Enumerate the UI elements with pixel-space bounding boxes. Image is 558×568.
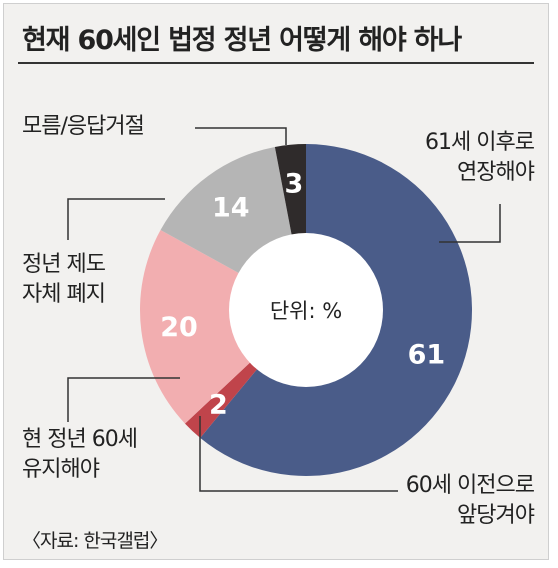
leader-line-20 xyxy=(67,377,180,422)
chart-title: 현재 60세인 법정 정년 어떻게 해야 하나 xyxy=(22,25,462,56)
label-line: 자체 폐지 xyxy=(22,282,106,307)
source-note: 〈자료: 한국갤럽〉 xyxy=(22,530,168,552)
label-abolish: 정년 제도 자체 폐지 xyxy=(22,250,106,310)
slice-20 xyxy=(140,230,263,424)
label-extend-after-61: 61세 이후로 연장해야 xyxy=(425,128,535,188)
label-line: 연장해야 xyxy=(457,160,535,185)
leader-line-14 xyxy=(67,198,165,240)
leader-line-3 xyxy=(195,127,287,145)
slice-61 xyxy=(200,144,472,476)
label-line: 유지해야 xyxy=(22,457,100,482)
donut-chart: 단위: % 61 2 20 14 3 xyxy=(67,127,501,492)
slice-value-label: 2 xyxy=(209,389,228,420)
leader-line-2 xyxy=(199,416,398,492)
label-keep-60: 현 정년 60세 유지해야 xyxy=(22,425,138,485)
slice-value-label: 3 xyxy=(285,169,304,200)
label-lower-before-60: 60세 이전으로 앞당겨야 xyxy=(405,471,535,531)
slice-value-label: 14 xyxy=(212,192,250,223)
label-line: 60세 이전으로 xyxy=(405,473,535,498)
unit-label: 단위: % xyxy=(270,299,342,323)
label-no-answer: 모름/응답거절 xyxy=(22,112,145,142)
slice-value-label: 61 xyxy=(408,339,446,370)
label-line: 정년 제도 xyxy=(22,252,106,277)
label-line: 61세 이후로 xyxy=(425,130,535,155)
label-line: 앞당겨야 xyxy=(457,503,535,528)
leader-line-61 xyxy=(439,204,501,243)
title-divider xyxy=(18,62,534,64)
chart-frame: 현재 60세인 법정 정년 어떻게 해야 하나 단위: % 61 2 20 14 3 6… xyxy=(3,3,549,560)
donut-hole xyxy=(229,233,383,387)
slice-3 xyxy=(274,144,306,252)
slice-2 xyxy=(184,351,268,438)
label-line: 모름/응답거절 xyxy=(22,114,145,139)
slice-value-label: 20 xyxy=(160,312,198,343)
label-line: 현 정년 60세 xyxy=(22,427,138,452)
